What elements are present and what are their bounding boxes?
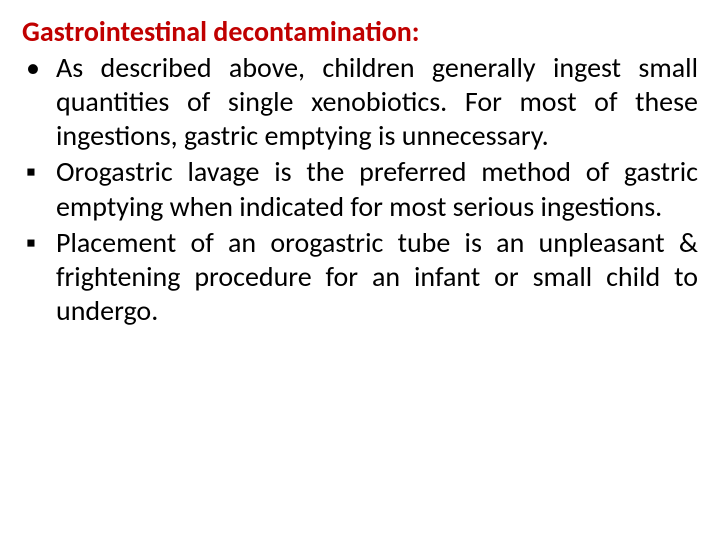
bullet-marker: ▪ bbox=[22, 155, 56, 189]
list-item: • As described above, children generally… bbox=[22, 51, 698, 153]
bullet-marker: ▪ bbox=[22, 226, 56, 260]
bullet-list: • As described above, children generally… bbox=[22, 51, 698, 328]
list-item: ▪ Orogastric lavage is the preferred met… bbox=[22, 155, 698, 223]
list-item: ▪ Placement of an orogastric tube is an … bbox=[22, 226, 698, 328]
list-item-text: As described above, children generally i… bbox=[56, 51, 698, 153]
bullet-marker: • bbox=[22, 51, 56, 85]
slide-heading: Gastrointestinal decontamination: bbox=[22, 14, 698, 49]
list-item-text: Orogastric lavage is the preferred metho… bbox=[56, 155, 698, 223]
list-item-text: Placement of an orogastric tube is an un… bbox=[56, 226, 698, 328]
